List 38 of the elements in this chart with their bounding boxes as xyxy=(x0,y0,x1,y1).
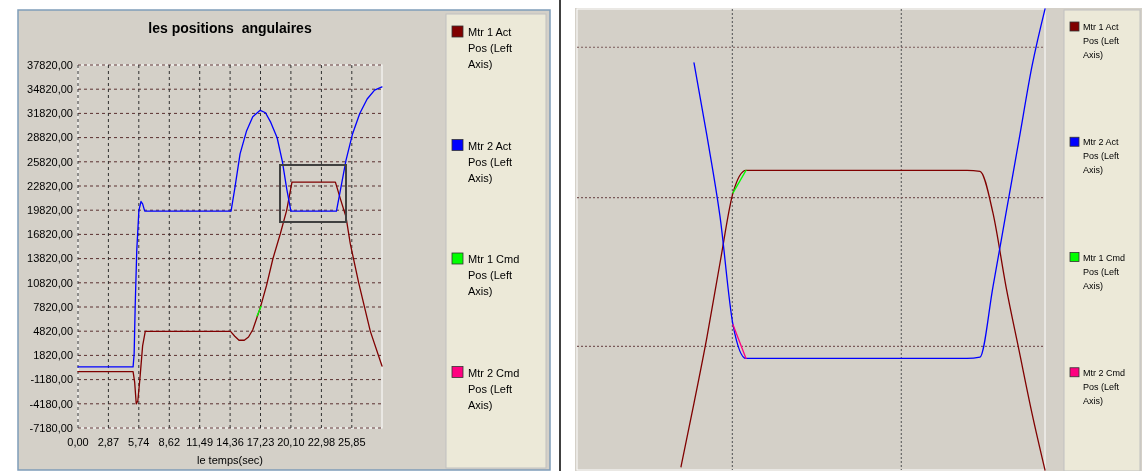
x-tick-label: 0,00 xyxy=(67,436,89,448)
x-tick-label: 11,49 xyxy=(186,436,214,448)
legend-label: Mtr 2 Act Pos (Left Axis) xyxy=(468,139,513,184)
x-tick-label: 8,62 xyxy=(158,436,181,448)
x-tick-label: 22,98 xyxy=(307,436,336,448)
y-tick-label: 25820,00 xyxy=(27,155,73,168)
x-tick-label: 17,23 xyxy=(246,436,275,448)
y-tick-label: 37820,00 xyxy=(27,58,73,71)
legend-label: Mtr 1 Act Pos (Left Axis) xyxy=(468,26,513,70)
y-tick-label: 7820,00 xyxy=(33,300,73,313)
y-tick-label: 10820,00 xyxy=(27,276,73,289)
y-tick-label: -4180,00 xyxy=(29,397,73,410)
legend-label: Mtr 1 Act Pos (Left Axis) xyxy=(1083,22,1120,60)
y-tick-label: 1820,00 xyxy=(33,349,73,362)
line-series xyxy=(77,181,383,405)
legend-label: Mtr 2 Act Pos (Left Axis) xyxy=(1083,137,1120,176)
y-tick-label: -1180,00 xyxy=(30,373,73,386)
y-tick-label: -7180,00 xyxy=(29,421,73,434)
y-tick-label: 13820,00 xyxy=(27,252,73,265)
y-tick-label: 4820,00 xyxy=(33,325,73,338)
y-tick-label: 28820,00 xyxy=(27,131,73,144)
line-series xyxy=(77,86,383,368)
x-tick-label: 2,87 xyxy=(97,436,120,448)
x-tick-label: 20,10 xyxy=(277,436,305,448)
chart-title: les positions angulaires xyxy=(148,20,312,36)
y-tick-label: 16820,00 xyxy=(27,228,73,241)
legend-label: Mtr 2 Cmd Pos (Left Axis) xyxy=(1083,367,1126,406)
y-tick-label: 31820,00 xyxy=(27,107,73,120)
x-tick-label: 14,36 xyxy=(216,436,244,448)
y-tick-label: 22820,00 xyxy=(27,179,73,192)
x-tick-label: 25,85 xyxy=(338,436,366,448)
x-axis-title: le temps(sec) xyxy=(196,454,264,466)
y-tick-label: 34820,00 xyxy=(27,83,73,96)
legend-label: Mtr 1 Cmd Pos (Left Axis) xyxy=(1083,252,1126,291)
x-tick-label: 5,74 xyxy=(128,436,150,448)
legend-label: Mtr 1 Cmd Pos (Left Axis) xyxy=(468,253,520,297)
legend-label: Mtr 2 Cmd Pos (Left Axis) xyxy=(468,366,520,411)
y-tick-label: 19820,00 xyxy=(27,204,73,217)
